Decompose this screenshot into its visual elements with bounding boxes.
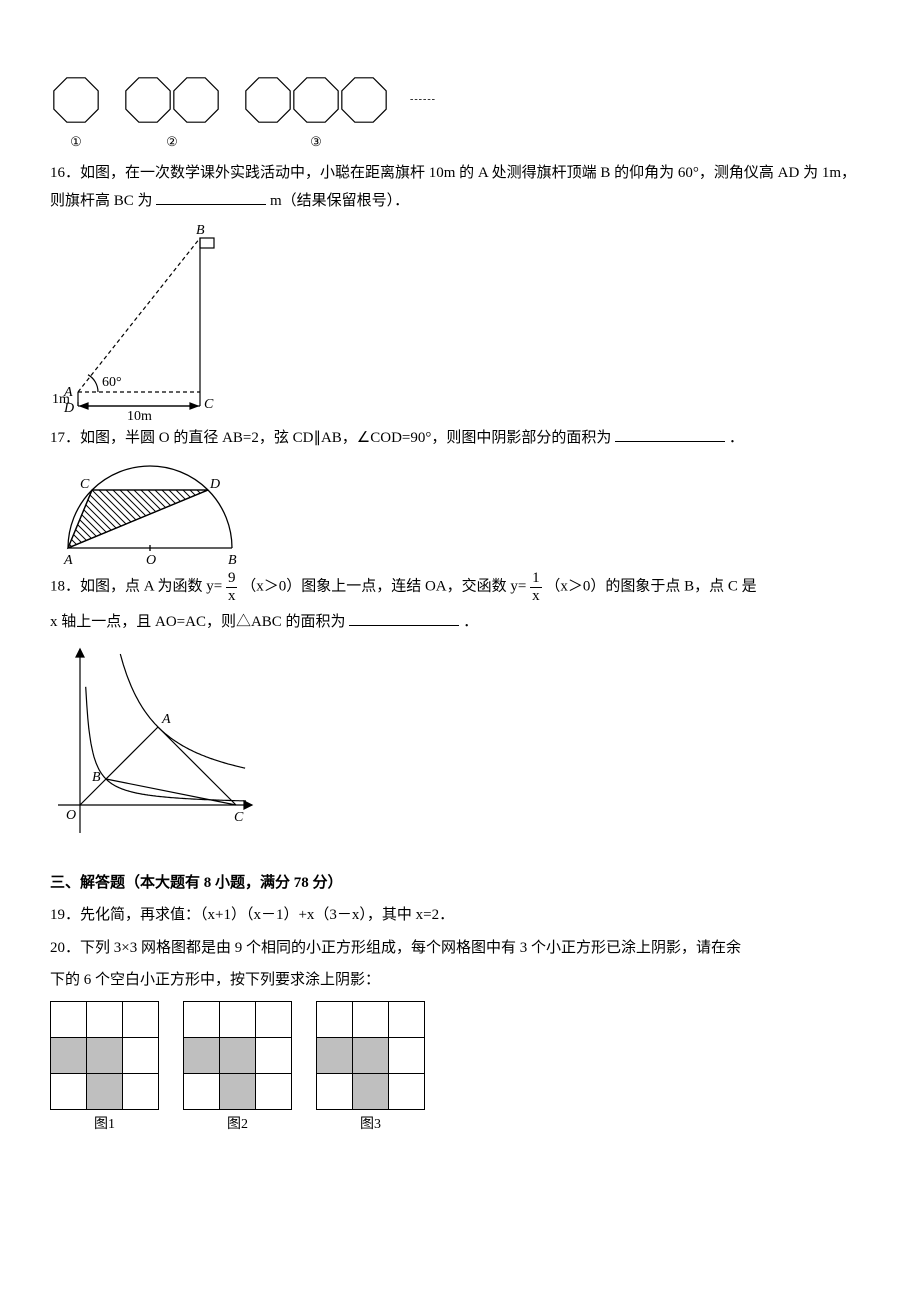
grid-cell — [317, 1074, 353, 1110]
q16-blank — [156, 189, 266, 205]
grid-cell — [256, 1074, 292, 1110]
grid-label-2: 图2 — [227, 1112, 248, 1139]
grid-cell — [184, 1074, 220, 1110]
q18-frac1: 9 x — [226, 570, 238, 604]
section3-title: 三、解答题（本大题有 8 小题，满分 78 分） — [50, 869, 870, 898]
svg-text:C: C — [204, 397, 214, 412]
grid-cell — [353, 1038, 389, 1074]
grid-label-3: 图3 — [360, 1112, 381, 1139]
grid-cell — [389, 1038, 425, 1074]
svg-text:C: C — [80, 477, 90, 492]
grid-cell — [51, 1002, 87, 1038]
octagon-label-2: ② — [166, 130, 178, 155]
grid-cell — [123, 1038, 159, 1074]
q17-figure: A B C D O — [50, 456, 870, 566]
octagon-sequence-figure: ① ② ③ ------ — [50, 74, 870, 155]
q18-mid2: （x＞0）的图象于点 B，点 C 是 — [545, 579, 756, 595]
q20-grids: 图1 图2 图3 — [50, 1001, 870, 1139]
grid-cell — [353, 1002, 389, 1038]
grid-cell — [184, 1002, 220, 1038]
q18-pre: 18．如图，点 A 为函数 y= — [50, 579, 222, 595]
grid-cell — [51, 1074, 87, 1110]
svg-text:O: O — [146, 553, 156, 566]
frac1-den: x — [226, 588, 238, 605]
grid-cell — [123, 1074, 159, 1110]
svg-text:10m: 10m — [127, 409, 152, 420]
q17-text: 17．如图，半圆 O 的直径 AB=2，弦 CD∥AB，∠COD=90°，则图中… — [50, 424, 870, 453]
grid-cell — [87, 1038, 123, 1074]
grid-cell — [87, 1002, 123, 1038]
octagon-label-1: ① — [70, 130, 82, 155]
q20-text-line1: 20．下列 3×3 网格图都是由 9 个相同的小正方形组成，每个网格图中有 3 … — [50, 934, 870, 963]
q20-text-line2: 下的 6 个空白小正方形中，按下列要求涂上阴影： — [50, 966, 870, 995]
grid-block-3: 图3 — [316, 1001, 425, 1139]
q16-figure: A B C D 60° 1m 10m — [50, 220, 870, 420]
octagon-group-2: ② — [122, 74, 222, 155]
svg-text:1m: 1m — [52, 392, 70, 407]
svg-text:D: D — [209, 477, 220, 492]
grid-cell — [51, 1038, 87, 1074]
q17-part1: 17．如图，半圆 O 的直径 AB=2，弦 CD∥AB，∠COD=90°，则图中… — [50, 430, 611, 446]
q18-blank — [349, 610, 459, 626]
octagon-group-3: ③ — [242, 74, 390, 155]
svg-text:C: C — [234, 810, 244, 825]
octagon-label-3: ③ — [310, 130, 322, 155]
frac2-den: x — [530, 588, 542, 605]
grid-label-1: 图1 — [94, 1112, 115, 1139]
flagpole-svg: A B C D 60° 1m 10m — [50, 220, 230, 420]
frac1-num: 9 — [226, 570, 238, 588]
q18-frac2: 1 x — [530, 570, 542, 604]
q18-mid1: （x＞0）图象上一点，连结 OA，交函数 y= — [241, 579, 526, 595]
q18-text-line1: 18．如图，点 A 为函数 y= 9 x （x＞0）图象上一点，连结 OA，交函… — [50, 570, 870, 604]
grid-cell — [220, 1074, 256, 1110]
grid-3 — [316, 1001, 425, 1110]
svg-text:B: B — [92, 770, 101, 785]
q19-text: 19．先化简，再求值：（x+1）（x－1）+x（3－x），其中 x=2． — [50, 901, 870, 930]
svg-text:A: A — [63, 553, 73, 566]
grid-cell — [256, 1002, 292, 1038]
grid-cell — [123, 1002, 159, 1038]
grid-cell — [220, 1038, 256, 1074]
q16-text: 16．如图，在一次数学课外实践活动中，小聪在距离旗杆 10m 的 A 处测得旗杆… — [50, 159, 870, 216]
grid-cell — [317, 1038, 353, 1074]
grid-cell — [353, 1074, 389, 1110]
q17-part2: ． — [729, 430, 744, 446]
grid-cell — [184, 1038, 220, 1074]
grid-cell — [389, 1002, 425, 1038]
q18-post: ． — [463, 614, 478, 630]
grid-block-2: 图2 — [183, 1001, 292, 1139]
octagon-ellipsis: ------ — [410, 90, 436, 139]
grid-1 — [50, 1001, 159, 1110]
svg-text:B: B — [196, 223, 205, 238]
svg-text:B: B — [228, 553, 237, 566]
grid-cell — [389, 1074, 425, 1110]
q18-text-line2: x 轴上一点，且 AO=AC，则△ABC 的面积为 ． — [50, 608, 870, 637]
grid-cell — [256, 1038, 292, 1074]
grid-cell — [87, 1074, 123, 1110]
frac2-num: 1 — [530, 570, 542, 588]
q17-blank — [615, 426, 725, 442]
octagon-group-1: ① — [50, 74, 102, 155]
svg-text:A: A — [161, 712, 171, 727]
q18-figure: A B C O — [50, 641, 870, 841]
grid-cell — [220, 1002, 256, 1038]
grid-block-1: 图1 — [50, 1001, 159, 1139]
grid-cell — [317, 1002, 353, 1038]
svg-text:60°: 60° — [102, 375, 122, 390]
svg-text:O: O — [66, 808, 76, 823]
q16-part2: m（结果保留根号）． — [270, 193, 409, 209]
q18-line2-pre: x 轴上一点，且 AO=AC，则△ABC 的面积为 — [50, 614, 346, 630]
grid-2 — [183, 1001, 292, 1110]
